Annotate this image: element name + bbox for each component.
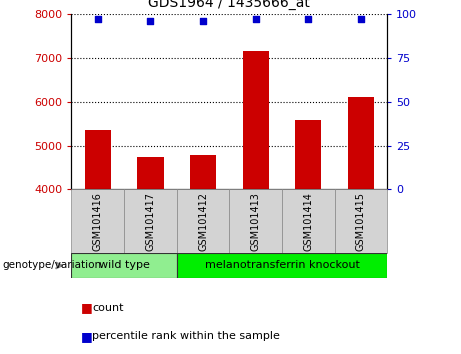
Bar: [295, 120, 321, 189]
Text: GSM101417: GSM101417: [145, 192, 155, 251]
Bar: [348, 97, 374, 189]
Bar: [124, 189, 177, 253]
Point: [199, 18, 207, 24]
Text: ■: ■: [81, 330, 92, 343]
Text: percentile rank within the sample: percentile rank within the sample: [92, 331, 280, 341]
Bar: [137, 156, 164, 189]
Bar: [282, 189, 335, 253]
Bar: [190, 155, 216, 189]
Bar: [85, 130, 111, 189]
Text: GSM101416: GSM101416: [93, 192, 103, 251]
Bar: [242, 51, 269, 189]
Bar: [71, 189, 124, 253]
Bar: [177, 189, 229, 253]
Text: melanotransferrin knockout: melanotransferrin knockout: [205, 261, 360, 270]
Bar: [335, 189, 387, 253]
Text: GSM101414: GSM101414: [303, 192, 313, 251]
Text: GSM101415: GSM101415: [356, 192, 366, 251]
Point: [147, 18, 154, 24]
Text: count: count: [92, 303, 124, 313]
Bar: [229, 189, 282, 253]
Point: [305, 17, 312, 22]
Bar: [71, 253, 177, 278]
Text: GSM101413: GSM101413: [251, 192, 260, 251]
Text: wild type: wild type: [99, 261, 149, 270]
Point: [357, 17, 365, 22]
Point: [252, 17, 260, 22]
Title: GDS1964 / 1435666_at: GDS1964 / 1435666_at: [148, 0, 310, 10]
Text: genotype/variation: genotype/variation: [2, 261, 101, 270]
Text: ■: ■: [81, 302, 92, 314]
Point: [94, 17, 101, 22]
Bar: [177, 253, 387, 278]
Text: GSM101412: GSM101412: [198, 192, 208, 251]
